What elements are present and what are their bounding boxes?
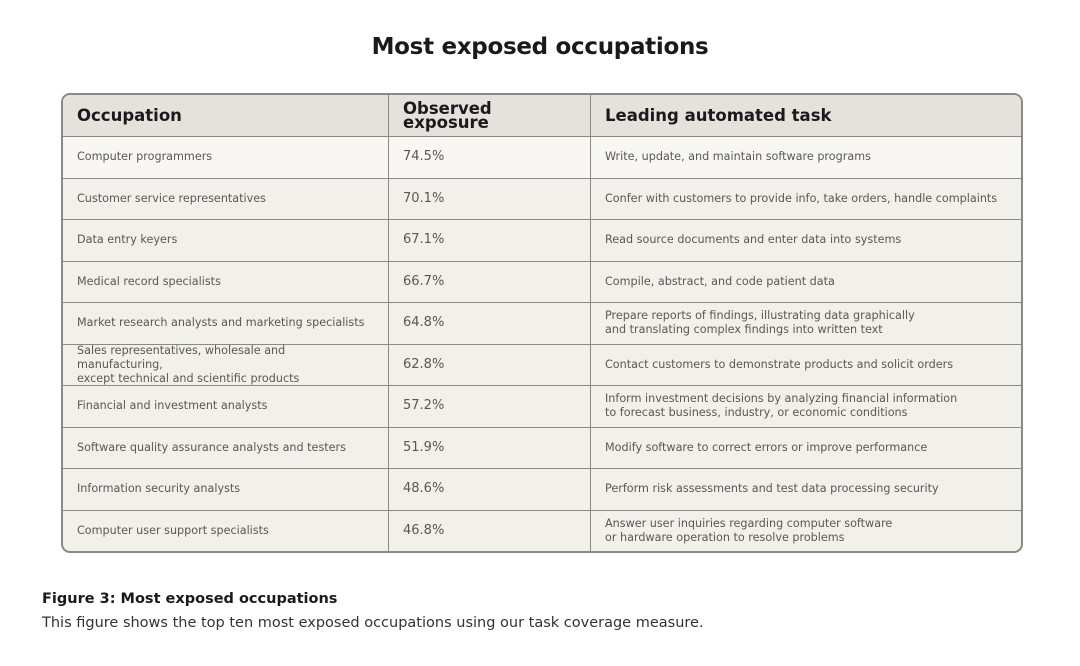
cell-text-line: 70.1%: [403, 190, 445, 206]
cell-text-line: Write, update, and maintain software pro…: [605, 150, 871, 164]
table-row: Customer service representatives 70.1% Con…: [63, 177, 1021, 220]
exposure-cell: 66.7%: [389, 261, 591, 302]
exposure-cell: 46.8%: [389, 510, 591, 551]
table-row: Financial and investment analysts 57.2% In…: [63, 385, 1021, 427]
occupation-cell: Sales representatives, wholesale and man…: [63, 343, 389, 385]
exposure-cell: 70.1%: [389, 178, 591, 219]
cell-text-line: Data entry keyers: [77, 233, 178, 247]
task-cell: Modify software to correct errors or imp…: [591, 428, 1021, 469]
exposure-cell: 57.2%: [389, 386, 591, 427]
cell-text-line: Prepare reports of findings, illustratin…: [605, 309, 915, 323]
header-observed-exposure: Observed exposure: [389, 95, 591, 136]
cell-text-line: 66.7%: [403, 273, 445, 289]
cell-text-line: Software quality assurance analysts and …: [77, 440, 346, 454]
exposure-cell: 51.9%: [389, 427, 591, 468]
cell-text-line: or hardware operation to resolve problem…: [605, 530, 845, 544]
task-cell: Perform risk assessments and test data p…: [591, 469, 1021, 510]
figure-title: Most exposed occupations: [371, 34, 709, 60]
cell-text-line: 57.2%: [403, 398, 445, 414]
task-cell: Answer user inquiries regarding computer…: [591, 511, 1021, 552]
task-cell: Read source documents and enter data int…: [591, 220, 1021, 261]
cell-text-line: Confer with customers to provide info, t…: [605, 191, 998, 205]
table-row: Medical record specialists 66.7% Compile, …: [63, 260, 1021, 303]
exposure-cell: 62.8%: [389, 344, 591, 385]
cell-text-line: Computer programmers: [77, 150, 213, 164]
occupation-cell: Customer service representatives: [63, 178, 389, 219]
cell-text-line: Read source documents and enter data int…: [605, 233, 902, 247]
cell-text-line: 62.8%: [403, 356, 445, 372]
cell-text-line: Sales representatives, wholesale and man…: [77, 343, 286, 371]
cell-text-line: Perform risk assessments and test data p…: [605, 482, 939, 496]
header-occupation: Occupation: [63, 95, 389, 136]
task-cell: Write, update, and maintain software pro…: [591, 137, 1021, 178]
table-row: Market research analysts and marketing s…: [63, 302, 1021, 344]
table-header-row: Occupation Observed exposure Leading aut…: [63, 95, 1021, 136]
occupation-cell: Information security analysts: [63, 469, 389, 510]
cell-text-line: and translating complex findings into wr…: [605, 323, 883, 337]
table-row: Software quality assurance analysts and …: [63, 426, 1021, 469]
caption-label: Figure 3: Most exposed occupations: [42, 591, 338, 607]
occupation-cell: Computer user support specialists: [63, 510, 389, 551]
task-cell: Contact customers to demonstrate product…: [591, 345, 1021, 386]
occupation-cell: Medical record specialists: [63, 261, 389, 302]
cell-text-line: Financial and investment analysts: [77, 399, 268, 413]
cell-text-line: Contact customers to demonstrate product…: [605, 357, 954, 371]
cell-text-line: Customer service representatives: [77, 191, 266, 205]
occupation-cell: Software quality assurance analysts and …: [63, 427, 389, 468]
occupations-table: Occupation Observed exposure Leading aut…: [61, 93, 1023, 553]
task-cell: Confer with customers to provide info, t…: [591, 179, 1021, 220]
cell-text-line: Inform investment decisions by analyzing…: [605, 392, 958, 406]
cell-text-line: 67.1%: [403, 232, 445, 248]
exposure-cell: 74.5%: [389, 137, 591, 178]
cell-text-line: Compile, abstract, and code patient data: [605, 274, 835, 288]
cell-text-line: Answer user inquiries regarding computer…: [605, 516, 893, 530]
cell-text-line: Market research analysts and marketing s…: [77, 316, 365, 330]
task-cell: Prepare reports of findings, illustratin…: [591, 303, 1021, 344]
occupation-cell: Financial and investment analysts: [63, 386, 389, 427]
table-row: Information security analysts 48.6% Perfor…: [63, 468, 1021, 510]
cell-text-line: Medical record specialists: [77, 274, 221, 288]
cell-text-line: 64.8%: [403, 315, 445, 331]
occupation-cell: Data entry keyers: [63, 220, 389, 261]
task-cell: Compile, abstract, and code patient data: [591, 262, 1021, 303]
exposure-cell: 48.6%: [389, 469, 591, 510]
cell-text-line: except technical and scientific products: [77, 371, 300, 385]
cell-text-line: Computer user support specialists: [77, 523, 269, 537]
table-row: Sales representatives, wholesale and man…: [63, 343, 1021, 386]
cell-text-line: to forecast business, industry, or econo…: [605, 406, 908, 420]
table-row: Computer user support specialists 46.8% An…: [63, 509, 1021, 552]
occupation-cell: Computer programmers: [63, 137, 389, 178]
cell-text-line: 48.6%: [403, 481, 445, 497]
cell-text-line: 74.5%: [403, 149, 445, 165]
cell-text-line: Information security analysts: [77, 482, 241, 496]
cell-text-line: 51.9%: [403, 439, 445, 455]
table-row: Data entry keyers 67.1% Read source docume…: [63, 219, 1021, 261]
exposure-cell: 64.8%: [389, 303, 591, 344]
exposure-cell: 67.1%: [389, 220, 591, 261]
cell-text-line: Modify software to correct errors or imp…: [605, 440, 928, 454]
occupation-cell: Market research analysts and marketing s…: [63, 303, 389, 344]
table-row: Computer programmers 74.5% Write, update, …: [63, 136, 1021, 178]
cell-text-line: 46.8%: [403, 522, 445, 538]
task-cell: Inform investment decisions by analyzing…: [591, 386, 1021, 427]
header-leading-task: Leading automated task: [605, 105, 832, 125]
caption-text: This figure shows the top ten most expos…: [42, 615, 704, 631]
